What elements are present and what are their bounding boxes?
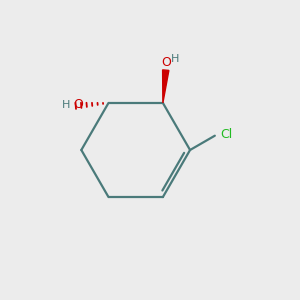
Text: Cl: Cl — [220, 128, 232, 141]
Text: O: O — [161, 56, 171, 70]
Text: O: O — [74, 98, 83, 111]
Text: H: H — [171, 54, 179, 64]
Text: H: H — [61, 100, 70, 110]
Polygon shape — [163, 70, 169, 103]
